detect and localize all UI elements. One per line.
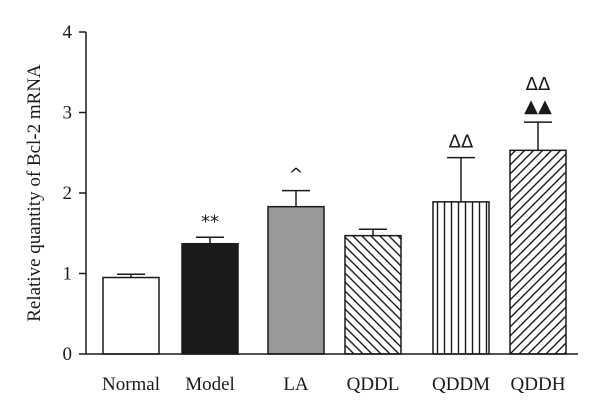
- x-tick-label-la: LA: [283, 374, 309, 395]
- x-tick-label-qddl: QDDL: [347, 374, 400, 395]
- bar-qddm: [432, 201, 490, 355]
- bars: [86, 149, 578, 355]
- bar-model: [181, 242, 239, 355]
- annotation-qddh: ΔΔ: [526, 74, 551, 95]
- annotation-la: ^: [288, 165, 303, 186]
- y-axis-title: Relative quantity of Bcl-2 mRNA: [24, 64, 45, 322]
- y-tick-label: 1: [63, 264, 73, 285]
- y-tick-label: 3: [63, 103, 73, 124]
- y-tick-label: 4: [63, 22, 73, 43]
- bar-la: [267, 205, 325, 355]
- y-tick-label: 0: [63, 344, 73, 365]
- x-tick-label-model: Model: [185, 374, 235, 395]
- annotation-model: **: [201, 211, 219, 232]
- error-bars: [117, 121, 552, 278]
- bar-qddl: [344, 234, 402, 355]
- x-tick-label-normal: Normal: [102, 374, 160, 395]
- x-tick-label-qddm: QDDM: [432, 374, 490, 395]
- x-axis-labels: Normal Model LA QDDL QDDM QDDH: [102, 374, 566, 395]
- annotation-qddh: ▲▲: [524, 96, 552, 117]
- y-tick-label: 2: [63, 183, 73, 204]
- y-axis: 0 1 2 3 4: [63, 22, 87, 365]
- x-tick-label-qddh: QDDH: [511, 374, 566, 395]
- bar-normal: [102, 276, 160, 355]
- annotation-qddm: ΔΔ: [449, 132, 474, 153]
- bar-qddh: [509, 149, 567, 355]
